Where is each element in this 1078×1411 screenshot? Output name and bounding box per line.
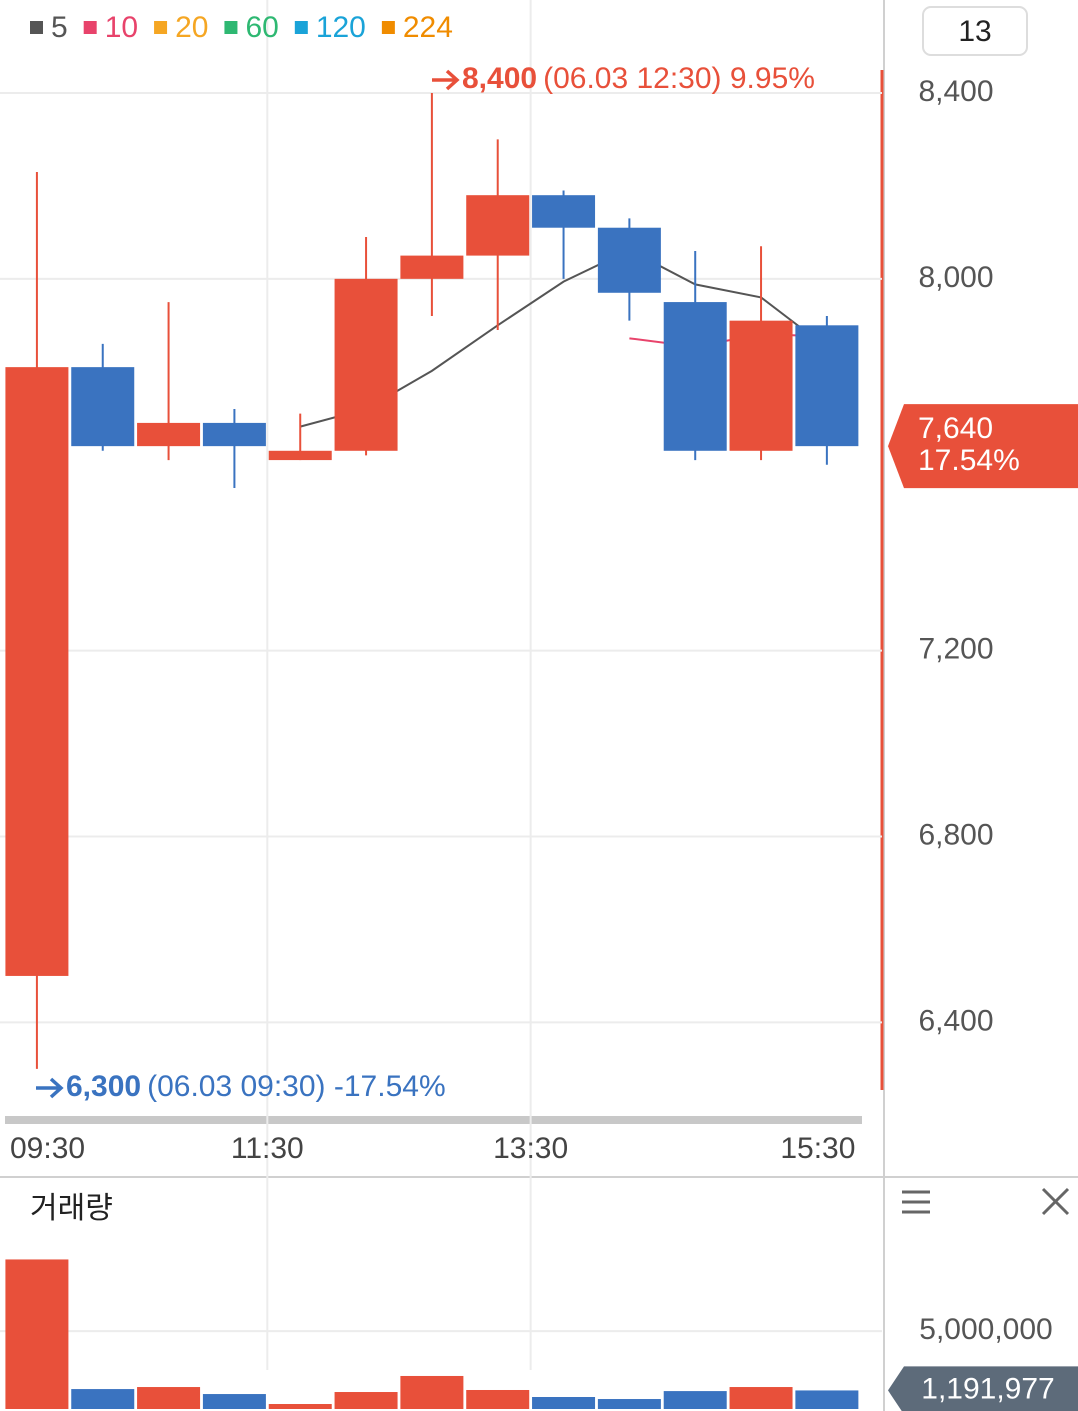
candle-body	[137, 422, 201, 447]
volume-bar	[71, 1389, 135, 1409]
volume-bar	[202, 1394, 266, 1409]
candle-body	[268, 450, 332, 461]
legend-swatch	[83, 21, 97, 34]
annotation: 6,300 (06.03 09:30) -17.54%	[66, 1070, 446, 1103]
legend-label: 10	[105, 11, 138, 44]
period-label: 13	[958, 15, 991, 48]
annotation-value: 6,300	[66, 1070, 141, 1103]
volume-value-label: 1,191,977	[921, 1372, 1054, 1405]
volume-bar	[795, 1390, 859, 1409]
menu-icon[interactable]	[902, 1190, 930, 1214]
y-tick-label: 8,400	[918, 75, 993, 108]
candle-body	[663, 302, 727, 451]
annotation-detail: (06.03 09:30) -17.54%	[147, 1070, 446, 1103]
legend-swatch	[224, 21, 238, 34]
last-price-change: 17.54%	[918, 444, 1020, 477]
volume-bar	[5, 1259, 69, 1409]
scrollbar[interactable]	[5, 1116, 862, 1124]
y-tick-label: 6,400	[918, 1004, 993, 1037]
volume-title: 거래량	[30, 1192, 113, 1225]
volume-bar	[137, 1387, 201, 1409]
close-icon[interactable]	[1041, 1187, 1070, 1216]
legend-swatch	[294, 21, 308, 34]
candle-body	[400, 255, 464, 279]
last-price-label: 7,640	[918, 412, 993, 445]
legend-swatch	[381, 21, 395, 34]
period-box[interactable]	[922, 6, 1028, 56]
annotation-arrow	[432, 69, 460, 91]
volume-bar	[334, 1392, 398, 1409]
x-tick-label: 15:30	[780, 1132, 855, 1165]
legend-label: 224	[403, 11, 453, 44]
candle-body	[466, 195, 530, 256]
x-tick-label: 11:30	[231, 1132, 304, 1165]
candle-body	[202, 422, 266, 447]
x-tick-label: 09:30	[10, 1132, 85, 1165]
volume-tag	[888, 1366, 1078, 1411]
annotation-arrow	[36, 1077, 64, 1099]
candle-body	[5, 367, 69, 976]
candle-body	[71, 367, 135, 447]
annotation-value: 8,400	[462, 62, 537, 95]
candle-body	[597, 227, 661, 293]
candle-body	[729, 320, 793, 451]
y-tick-label: 5,000,000	[919, 1313, 1052, 1346]
volume-bar	[597, 1399, 661, 1409]
volume-bar	[729, 1387, 793, 1409]
x-tick-label: 13:30	[493, 1132, 568, 1165]
volume-bar	[663, 1391, 727, 1409]
volume-bar	[466, 1389, 530, 1409]
ma-line	[629, 333, 827, 348]
candle-body	[795, 325, 859, 447]
candle-body	[334, 278, 398, 451]
volume-bar	[400, 1375, 464, 1409]
legend-swatch	[30, 21, 43, 34]
candle-body	[532, 195, 596, 228]
legend-label: 60	[245, 11, 278, 44]
y-tick-label: 6,800	[918, 818, 993, 851]
legend-label: 120	[316, 11, 366, 44]
legend-swatch	[154, 21, 168, 34]
y-tick-label: 7,200	[918, 633, 993, 666]
annotation: 8,400 (06.03 12:30) 9.95%	[462, 62, 815, 95]
y-tick-label: 8,000	[918, 261, 993, 294]
last-price-tag	[888, 404, 1078, 489]
legend-label: 20	[175, 11, 208, 44]
volume-bar	[532, 1397, 596, 1409]
legend-label: 5	[51, 11, 68, 44]
volume-bar	[268, 1404, 332, 1409]
annotation-detail: (06.03 12:30) 9.95%	[543, 62, 815, 95]
